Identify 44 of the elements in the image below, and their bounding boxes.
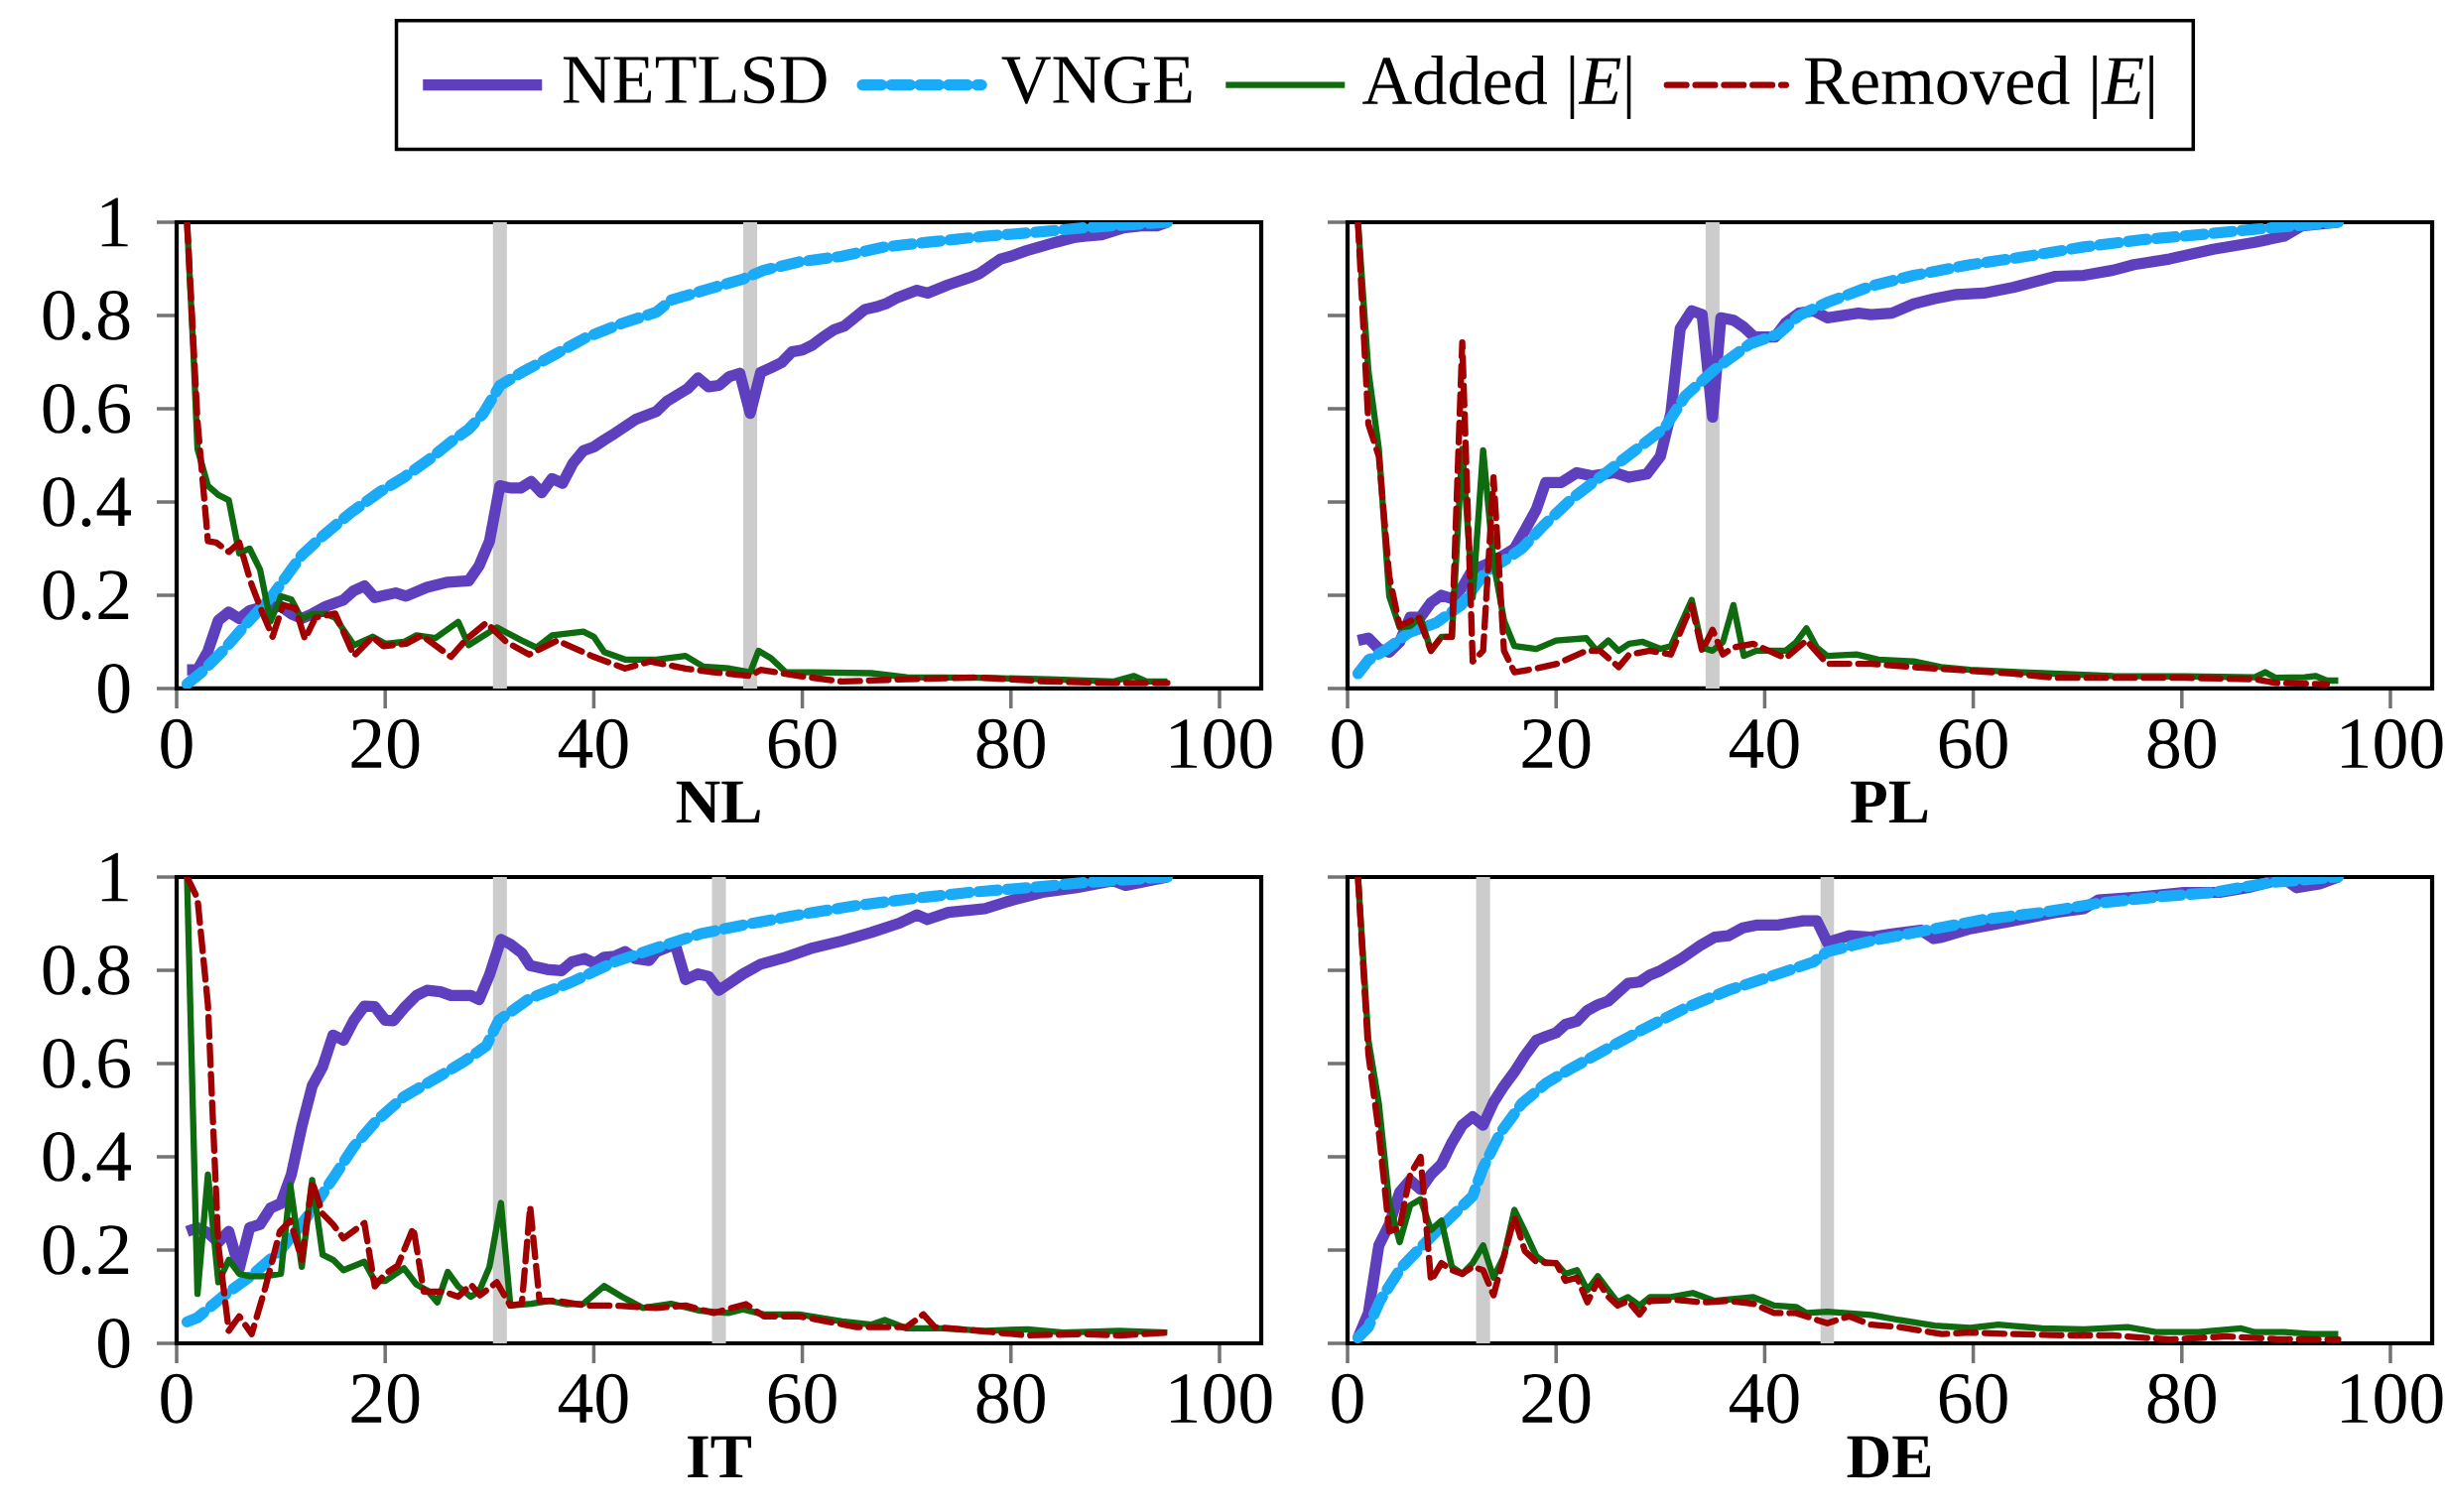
x-tick-label: 20 bbox=[351, 1373, 420, 1424]
y-tick-label: 0.4 bbox=[43, 476, 131, 527]
x-tick-label: 60 bbox=[768, 718, 837, 769]
y-tick-label: 0.4 bbox=[43, 1131, 131, 1182]
x-axis-title: DE bbox=[1847, 1436, 1931, 1478]
y-tick-label: 0.6 bbox=[43, 1038, 130, 1088]
legend-label: Added |E| bbox=[1362, 55, 1631, 119]
y-tick-label: 1 bbox=[101, 852, 128, 902]
x-tick-label: 60 bbox=[1939, 718, 2007, 769]
x-tick-label: 60 bbox=[1939, 1373, 2007, 1424]
x-tick-label: 0 bbox=[1332, 718, 1363, 769]
x-tick-label: 60 bbox=[768, 1373, 837, 1424]
legend-label: Removed |E| bbox=[1805, 55, 2153, 119]
y-tick-label: 0 bbox=[98, 664, 130, 713]
x-tick-label: 100 bbox=[1171, 1373, 1272, 1424]
x-tick-label: 100 bbox=[2342, 718, 2443, 769]
x-tick-label: 40 bbox=[558, 1373, 628, 1424]
x-tick-label: 20 bbox=[1522, 718, 1591, 769]
x-tick-label: 20 bbox=[351, 718, 420, 769]
x-tick-label: 80 bbox=[976, 1373, 1045, 1424]
y-tick-label: 1 bbox=[101, 197, 128, 247]
y-tick-label: 0.2 bbox=[43, 569, 129, 620]
y-tick-label: 0.6 bbox=[43, 383, 130, 434]
y-tick-label: 0.2 bbox=[43, 1224, 129, 1275]
x-tick-label: 80 bbox=[2147, 1373, 2216, 1424]
x-tick-label: 80 bbox=[976, 718, 1045, 769]
y-tick-label: 0 bbox=[98, 1319, 130, 1368]
x-axis-title: NL bbox=[676, 781, 760, 823]
x-tick-label: 40 bbox=[558, 718, 628, 769]
y-tick-label: 0.8 bbox=[43, 945, 130, 995]
x-tick-label: 0 bbox=[1332, 1373, 1363, 1424]
x-tick-label: 0 bbox=[161, 718, 193, 769]
x-axis-title: PL bbox=[1851, 781, 1928, 823]
x-tick-label: 100 bbox=[1171, 718, 1272, 769]
x-tick-label: 40 bbox=[1729, 718, 1799, 769]
x-tick-label: 40 bbox=[1729, 1373, 1799, 1424]
x-axis-title: IT bbox=[688, 1436, 751, 1478]
y-tick-label: 0.8 bbox=[43, 290, 130, 340]
legend-label: NETLSD bbox=[563, 57, 827, 104]
legend-label: VNGE bbox=[1001, 57, 1192, 104]
x-tick-label: 100 bbox=[2342, 1373, 2443, 1424]
x-tick-label: 80 bbox=[2147, 718, 2216, 769]
x-tick-label: 0 bbox=[161, 1373, 193, 1424]
x-tick-label: 20 bbox=[1522, 1373, 1591, 1424]
